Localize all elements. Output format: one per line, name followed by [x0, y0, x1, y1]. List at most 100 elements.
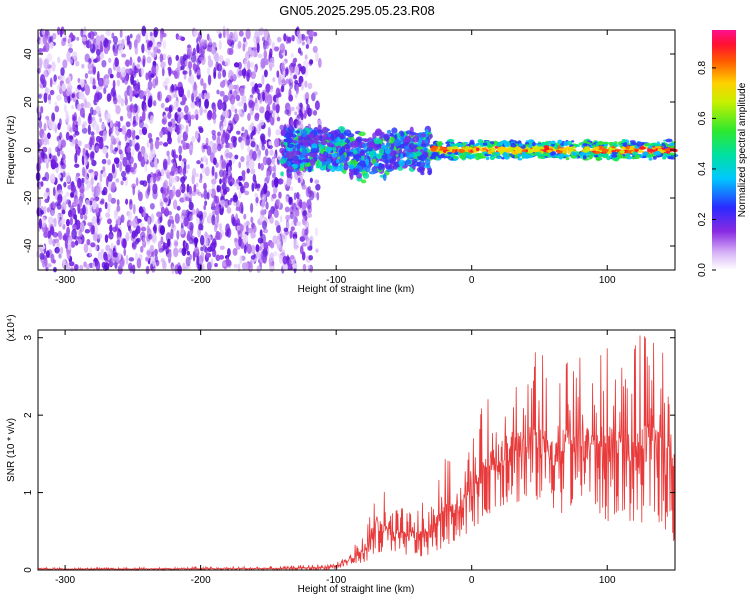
spectrogram-noise-cell [286, 36, 292, 43]
spectrogram-x-ticks: -300 -200 -100 0 100 [55, 30, 616, 286]
spectrogram-noise-cell [159, 201, 164, 207]
spectrogram-noise-cell [182, 96, 187, 102]
spectrogram-band-cell [334, 142, 339, 147]
spectrogram-band-cell [322, 133, 328, 139]
spectrogram-noise-cell [284, 109, 290, 115]
spectrogram-noise-cell [116, 65, 121, 74]
spectrogram-tone-cell [554, 144, 558, 150]
spectrogram-noise-cell [95, 260, 101, 272]
spectrogram-noise-cell [211, 183, 215, 189]
spectrogram-noise-cell [63, 181, 67, 188]
spectrogram-noise-cell [293, 65, 299, 76]
spectrogram-noise-cell [238, 190, 242, 199]
spectrogram-noise-cell [79, 107, 85, 118]
spectrogram-noise-cell [131, 138, 136, 147]
spectrogram-noise-cell [233, 62, 240, 68]
spectrogram-noise-cell [228, 165, 231, 177]
spectrogram-noise-cell [180, 139, 185, 145]
spectrogram-tone-cell [651, 142, 658, 146]
spectrogram-noise-cell [226, 227, 232, 238]
spectrogram-noise-cell [272, 186, 277, 195]
spectrogram-noise-cell [250, 230, 256, 239]
spectrogram-noise-cell [194, 236, 198, 248]
spectrogram-noise-cell [211, 142, 217, 152]
spectrogram-band-cell [423, 164, 431, 169]
spectrogram-tone-cell [611, 153, 618, 158]
spectrogram-tone-cell [502, 151, 508, 156]
spectrogram-tone-cell [610, 151, 619, 155]
spectrogram-noise-cell [271, 180, 275, 188]
spectrogram-noise-cell [133, 162, 138, 170]
spectrogram-noise-cell [187, 111, 191, 122]
spectrogram-noise-cell [54, 246, 60, 254]
spectrogram-noise-cell [211, 214, 216, 226]
spectrogram-noise-cell [295, 84, 299, 95]
spectrogram-noise-cell [193, 184, 197, 193]
spectrogram-noise-cell [175, 189, 181, 198]
spectrogram-noise-cell [142, 236, 146, 244]
spectrogram-band-cell [419, 154, 427, 162]
spectrogram-tone-cell [497, 141, 503, 145]
spectrogram-noise-cell [196, 43, 200, 54]
spectrogram-noise-cell [88, 115, 92, 125]
spectrogram-noise-cell [302, 210, 308, 217]
spectrogram-noise-cell [79, 188, 85, 194]
spectrogram-noise-cell [225, 257, 230, 267]
spectrogram-noise-cell [43, 205, 47, 215]
snr-y-tick-label: 0 [23, 567, 34, 573]
spectrogram-noise-cell [134, 252, 138, 262]
spectrogram-noise-cell [87, 124, 91, 135]
spectrogram-noise-cell [258, 141, 262, 148]
spectrogram-noise-cell [92, 78, 96, 85]
spectrogram-noise-cell [233, 180, 237, 187]
spectrogram-tone-cell [662, 152, 668, 157]
spectrogram-noise-cell [111, 32, 115, 39]
spectrogram-noise-cell [218, 158, 222, 169]
spectrogram-noise-cell [257, 83, 263, 88]
spectrogram-noise-cell [285, 195, 289, 203]
spectrogram-noise-cell [316, 191, 320, 201]
spectrogram-tone-cell [548, 140, 552, 145]
spectrogram-noise-cell [96, 233, 103, 240]
spectrogram-noise-cell [177, 107, 182, 113]
spectrogram-noise-cell [299, 172, 304, 177]
spectrogram-noise-cell [257, 27, 264, 37]
spectrogram-band-cell [366, 146, 373, 152]
spectrogram-noise-cell [105, 152, 109, 159]
spectrogram-tone-cell [563, 141, 569, 146]
spectrogram-noise-cell [208, 141, 214, 146]
spectrogram-tone-cell [578, 142, 584, 146]
spectrogram-tone-cell [585, 141, 591, 145]
spectrogram-noise-cell [129, 56, 133, 66]
spectrogram-noise-cell [132, 203, 136, 215]
spectrogram-band-cell [278, 158, 286, 164]
spectrogram-noise-cell [278, 254, 284, 264]
spectrogram-noise-cell [47, 216, 54, 225]
spectrogram-noise-cell [230, 104, 235, 112]
spectrogram-noise-cell [64, 104, 67, 113]
spectrogram-noise-cell [277, 178, 284, 185]
spectrogram-noise-cell [192, 63, 197, 71]
spectrogram-tone-cell [619, 150, 626, 154]
spectrogram-noise-cell [185, 256, 191, 267]
spectrogram-noise-cell [275, 96, 279, 106]
spectrogram-band-cell [353, 154, 362, 159]
spectrogram-tone-cell [517, 157, 523, 161]
snr-plot-area[interactable] [38, 330, 675, 570]
snr-x-ticks: -300 -200 -100 0 100 [55, 330, 616, 586]
spectrogram-noise-cell [58, 139, 61, 149]
spectrogram-noise-cell [246, 72, 250, 82]
spectrogram-noise-cell [236, 178, 240, 185]
colorbar-tick-label: 0.6 [697, 111, 708, 125]
spectrogram-noise-cell [256, 123, 261, 135]
spectrogram-noise-cell [65, 191, 70, 197]
spectrogram-noise-cell [132, 130, 136, 140]
spectrogram-noise-cell [40, 106, 44, 114]
spectrogram-noise-cell [148, 95, 153, 105]
spectrogram-x-axis-label: Height of straight line (km) [298, 284, 415, 295]
spectrogram-noise-cell [220, 133, 226, 145]
spectrogram-noise-cell [43, 192, 48, 199]
spectrogram-noise-cell [80, 28, 84, 38]
spectrogram-noise-cell [304, 54, 308, 60]
spectrogram-band-cell [378, 148, 385, 155]
